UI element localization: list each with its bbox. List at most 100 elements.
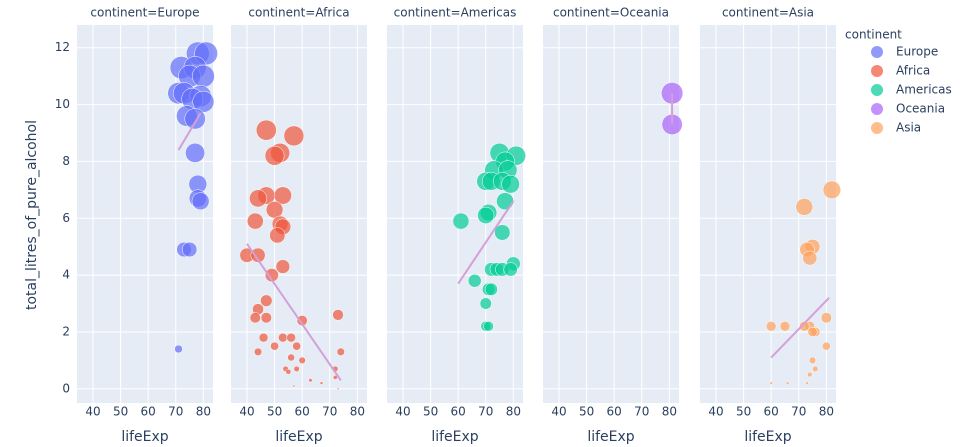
data-point — [292, 384, 296, 388]
data-point — [308, 378, 313, 383]
x-tick-label: 50 — [113, 405, 128, 419]
data-point — [483, 321, 494, 332]
data-point — [246, 212, 264, 230]
data-point — [249, 189, 267, 208]
x-axis-title: lifeExp — [431, 429, 478, 445]
data-point — [191, 64, 215, 88]
legend-label: Americas — [896, 83, 952, 97]
data-point — [260, 312, 272, 324]
data-point — [807, 326, 818, 337]
data-point — [287, 353, 295, 362]
x-tick-label: 70 — [634, 405, 649, 419]
x-tick-label: 50 — [267, 405, 282, 419]
x-tick-label: 80 — [350, 405, 365, 419]
data-point — [293, 365, 300, 372]
data-point — [269, 227, 286, 244]
facet-title: continent=Europe — [90, 6, 199, 20]
data-point — [336, 347, 345, 356]
trendline — [177, 112, 202, 151]
x-tick-label: 50 — [579, 405, 594, 419]
legend-marker — [871, 122, 883, 134]
data-point — [249, 312, 261, 324]
data-point — [812, 365, 819, 372]
facet-title: continent=Africa — [248, 6, 349, 20]
data-point — [808, 356, 817, 364]
x-tick-label: 70 — [168, 405, 183, 419]
x-tick-label: 60 — [764, 405, 779, 419]
y-tick-label: 12 — [55, 40, 70, 54]
x-tick-label: 60 — [141, 405, 156, 419]
x-tick-label: 80 — [506, 405, 521, 419]
data-point — [452, 212, 470, 230]
x-axis-title: lifeExp — [744, 429, 791, 445]
data-point — [265, 201, 284, 219]
data-point — [270, 341, 279, 351]
data-point — [292, 341, 302, 351]
data-point — [264, 145, 285, 166]
data-point — [503, 262, 518, 277]
data-point — [496, 192, 514, 211]
x-tick-label: 80 — [196, 405, 211, 419]
data-point — [174, 344, 183, 354]
data-point — [785, 381, 790, 385]
x-tick-label: 50 — [423, 405, 438, 419]
data-point — [285, 368, 292, 375]
data-point — [273, 186, 292, 205]
facet-title: continent=Asia — [722, 6, 814, 20]
x-tick-label: 70 — [791, 405, 806, 419]
x-axis-title: lifeExp — [121, 429, 168, 445]
legend-marker — [871, 65, 883, 77]
data-point — [765, 321, 777, 332]
data-point — [822, 180, 841, 199]
x-tick-label: 40 — [395, 405, 410, 419]
legend-marker — [871, 84, 883, 96]
data-point — [799, 321, 810, 332]
legend-label: Asia — [896, 121, 921, 135]
legend-marker — [871, 103, 883, 115]
data-point — [191, 192, 210, 211]
x-tick-label: 70 — [478, 405, 493, 419]
data-point — [479, 297, 492, 310]
data-point — [298, 356, 306, 364]
data-point — [255, 119, 277, 141]
data-point — [332, 309, 344, 321]
x-tick-label: 40 — [551, 405, 566, 419]
y-tick-label: 2 — [62, 324, 70, 338]
x-tick-label: 60 — [295, 405, 310, 419]
data-point — [336, 387, 340, 391]
facet-background — [543, 25, 679, 403]
data-point — [278, 332, 288, 343]
data-point — [779, 321, 791, 332]
y-tick-label: 6 — [62, 211, 70, 225]
data-point — [260, 294, 273, 307]
data-point — [484, 282, 498, 296]
data-point — [494, 224, 511, 241]
trendline — [246, 243, 342, 381]
data-point — [769, 381, 773, 385]
data-point — [477, 206, 495, 224]
x-tick-label: 60 — [451, 405, 466, 419]
data-point — [467, 274, 482, 288]
x-tick-label: 60 — [607, 405, 622, 419]
data-point — [184, 108, 206, 130]
facet-title: continent=Americas — [394, 6, 517, 20]
data-point — [805, 381, 809, 385]
data-point — [795, 198, 813, 216]
data-point — [250, 247, 266, 263]
facet-background — [387, 25, 523, 403]
data-point — [821, 341, 831, 351]
legend-label: Europe — [896, 45, 938, 59]
data-point — [501, 174, 520, 194]
legend-label: Oceania — [896, 102, 945, 116]
data-point — [275, 259, 291, 274]
data-point — [185, 142, 205, 163]
y-tick-label: 0 — [62, 381, 70, 395]
legend-label: Africa — [896, 64, 930, 78]
facet-background — [700, 25, 836, 403]
trendline — [457, 200, 515, 285]
y-tick-label: 8 — [62, 154, 70, 168]
x-tick-label: 40 — [708, 405, 723, 419]
y-axis-title: total_litres_of_pure_alcohol — [24, 120, 40, 310]
